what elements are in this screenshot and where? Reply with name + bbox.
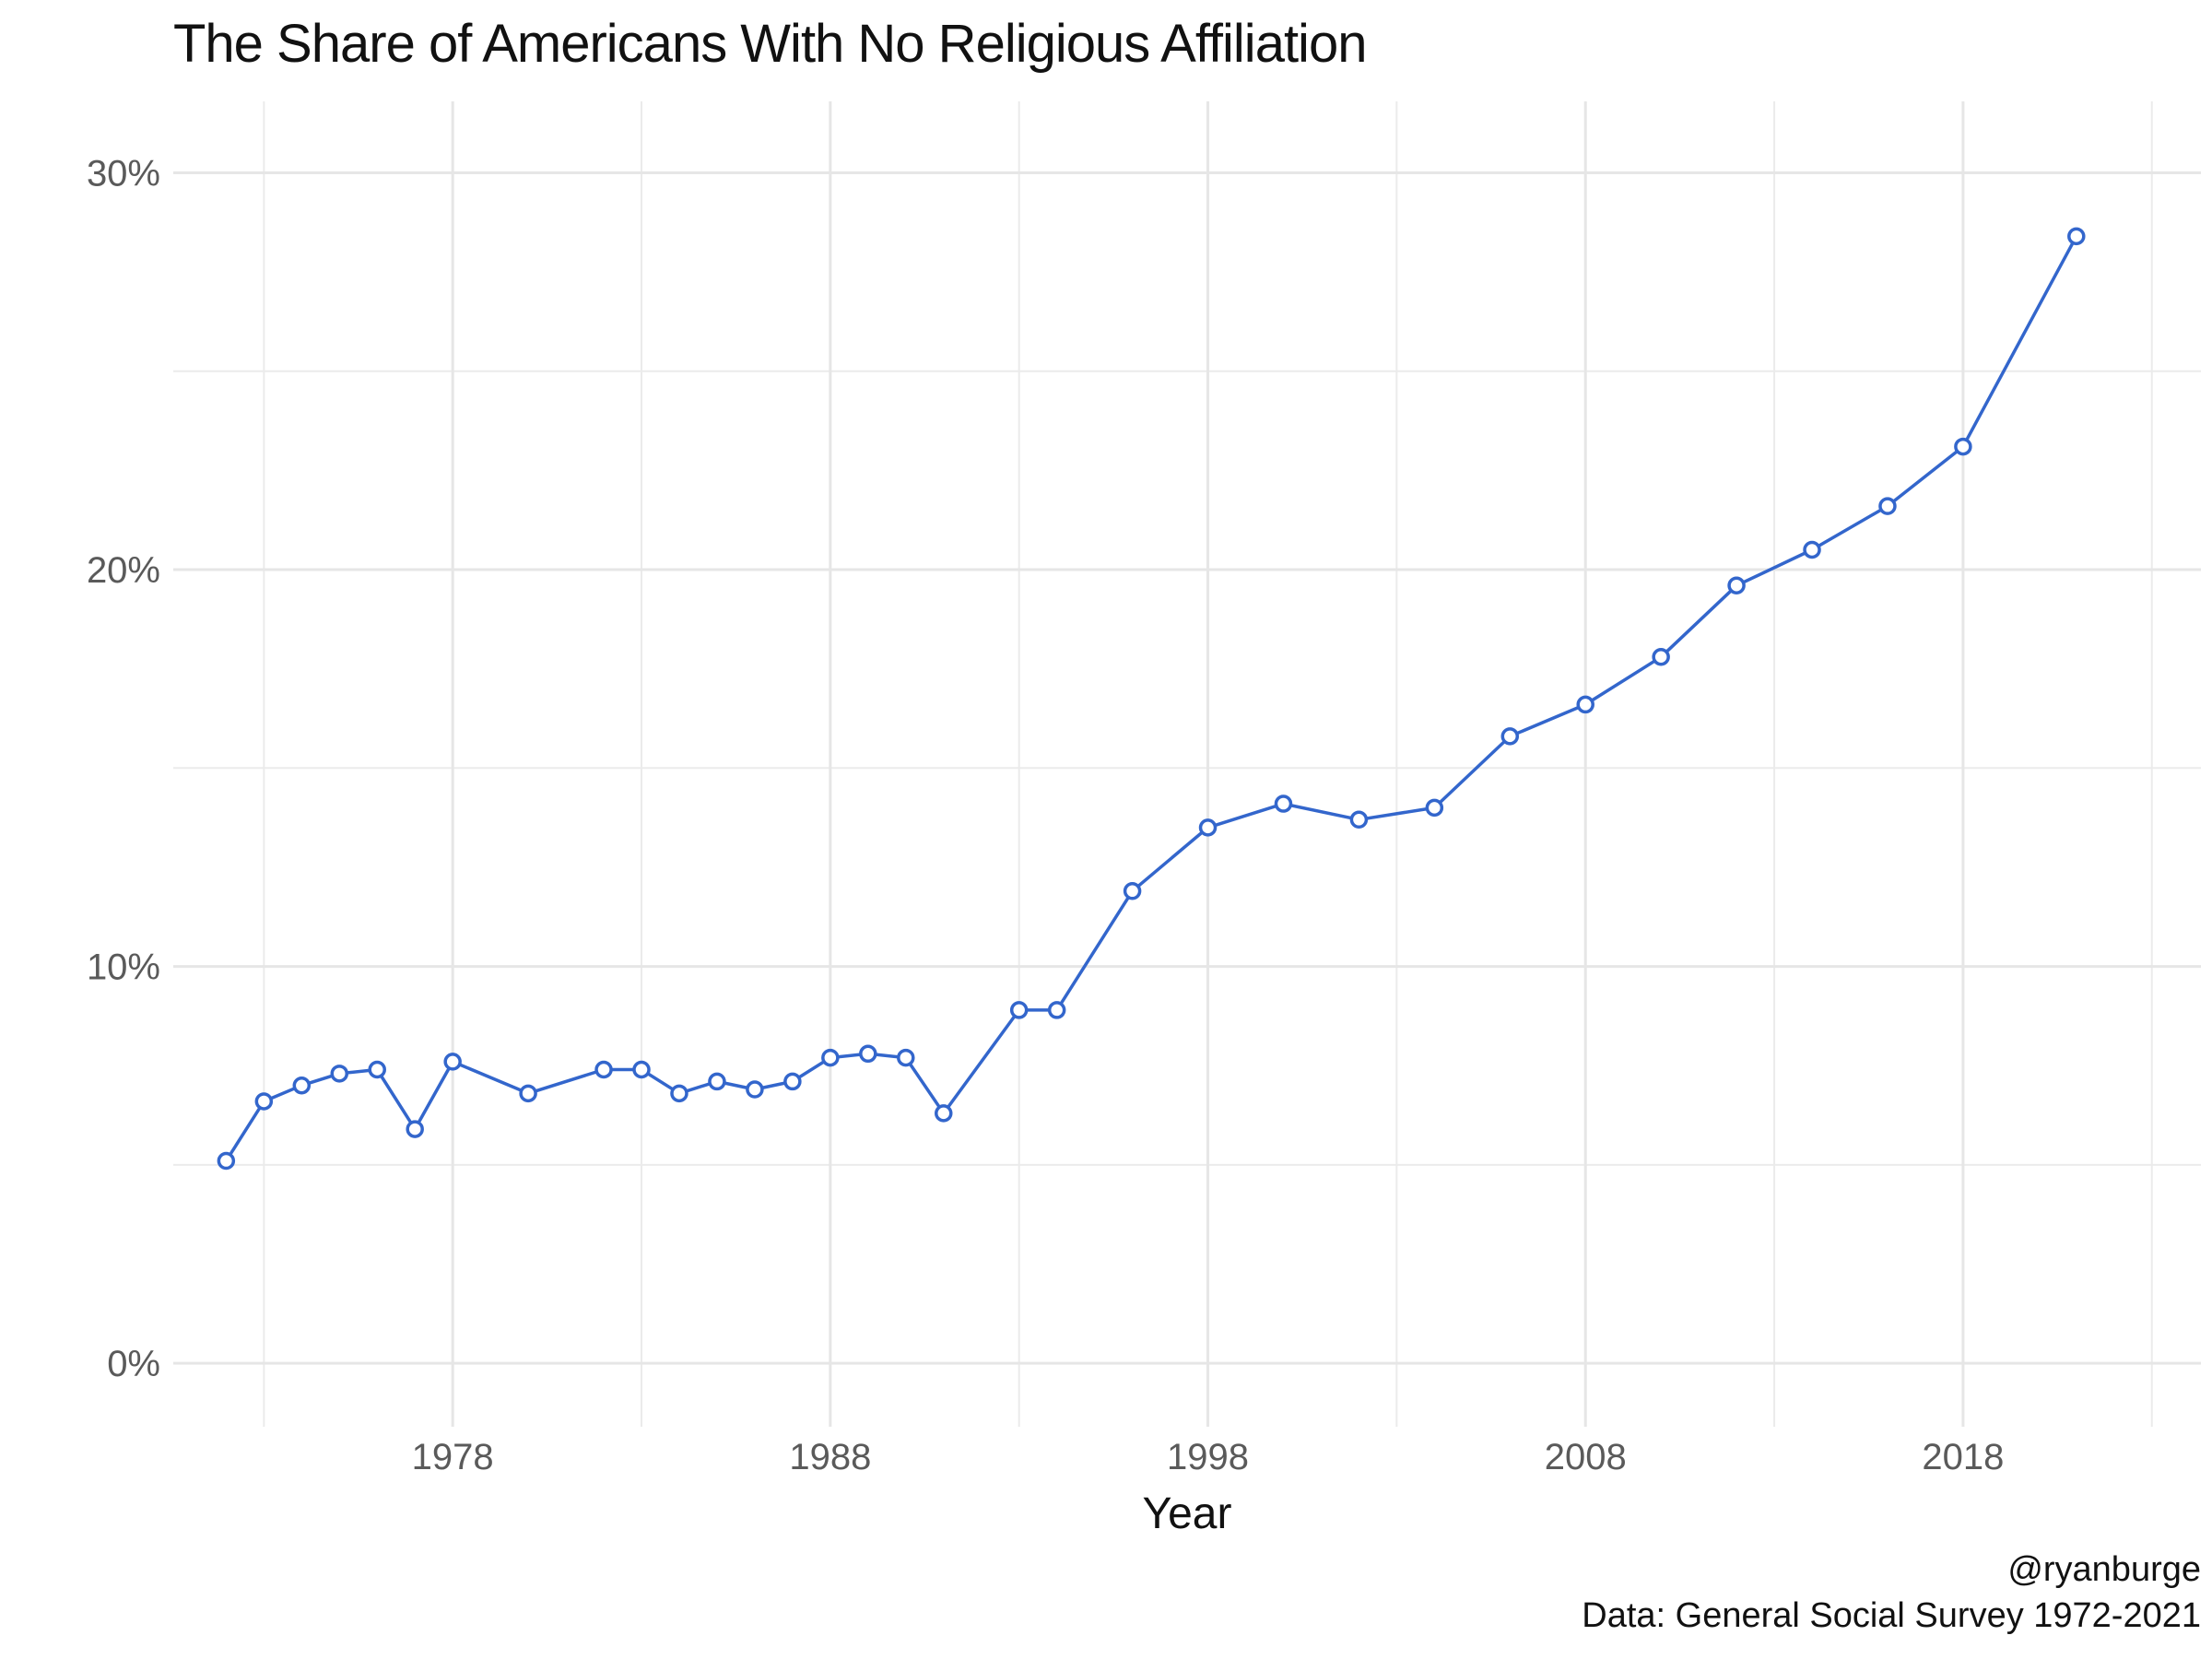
- x-axis-title: Year: [1143, 1489, 1232, 1538]
- caption-source: Data: General Social Survey 1972-2021: [1582, 1596, 2201, 1635]
- data-point: [292, 1076, 312, 1095]
- data-point: [1123, 882, 1142, 900]
- data-point: [859, 1044, 877, 1064]
- data-point: [1500, 727, 1520, 746]
- data-point: [708, 1072, 726, 1091]
- data-point: [1652, 648, 1670, 666]
- data-point: [594, 1060, 613, 1079]
- y-tick-label: 20%: [87, 550, 160, 591]
- x-tick-label: 2008: [1545, 1437, 1627, 1477]
- data-point: [443, 1053, 462, 1071]
- data-point: [1954, 437, 1972, 456]
- data-point: [330, 1065, 349, 1083]
- x-axis-tick-labels: 1978 1988 1998 2008 2018: [412, 1437, 2005, 1477]
- data-point: [1803, 540, 1821, 559]
- x-tick-label: 1988: [789, 1437, 871, 1477]
- data-points: [217, 227, 2086, 1171]
- x-tick-label: 1998: [1167, 1437, 1249, 1477]
- gridlines: [173, 101, 2201, 1427]
- data-point: [746, 1080, 764, 1099]
- chart-title: The Share of Americans With No Religious…: [173, 14, 1367, 74]
- caption-handle: @ryanburge: [2007, 1550, 2201, 1589]
- y-axis-tick-labels: 0% 10% 20% 30%: [87, 153, 160, 1384]
- data-point: [368, 1060, 386, 1079]
- x-tick-label: 1978: [412, 1437, 494, 1477]
- data-point: [632, 1060, 651, 1079]
- data-point: [2067, 227, 2086, 246]
- data-point: [897, 1048, 915, 1067]
- data-point: [1878, 497, 1897, 515]
- data-point: [519, 1084, 537, 1103]
- x-tick-label: 2018: [1922, 1437, 2004, 1477]
- data-point: [1274, 794, 1293, 813]
- data-point: [254, 1092, 274, 1111]
- data-point: [1576, 695, 1594, 714]
- data-point: [670, 1084, 688, 1103]
- y-tick-label: 0%: [107, 1344, 160, 1384]
- data-point: [1198, 818, 1218, 837]
- data-point: [1047, 1001, 1066, 1019]
- data-point: [406, 1120, 424, 1138]
- data-point: [1349, 810, 1369, 830]
- data-point: [935, 1104, 953, 1123]
- data-point: [217, 1151, 236, 1171]
- y-tick-label: 30%: [87, 153, 160, 194]
- data-point: [783, 1072, 802, 1091]
- y-tick-label: 10%: [87, 947, 160, 988]
- data-point: [1425, 798, 1444, 818]
- data-point: [821, 1048, 840, 1067]
- series-line: [224, 235, 2078, 1162]
- data-point: [1009, 1001, 1029, 1019]
- data-point: [1727, 576, 1746, 595]
